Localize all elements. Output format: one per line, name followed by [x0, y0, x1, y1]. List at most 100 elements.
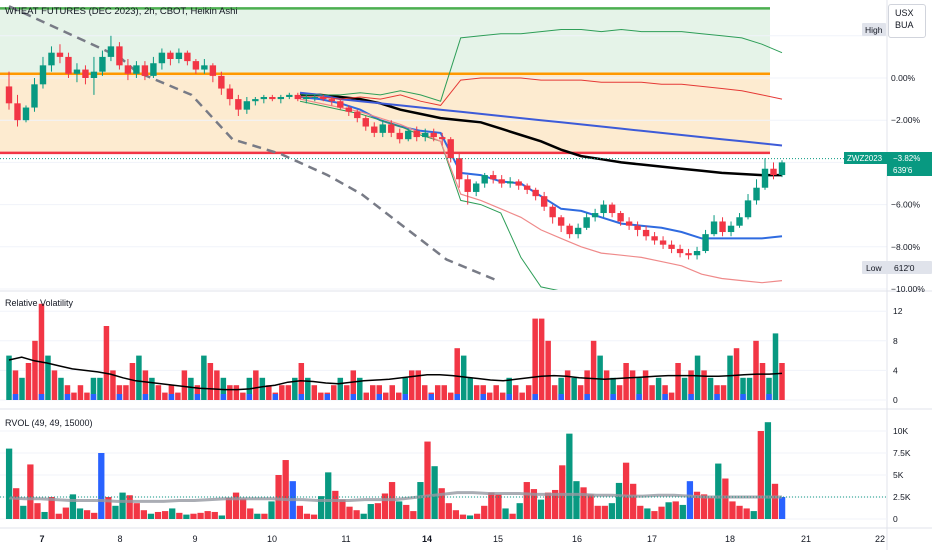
high-label: High [862, 23, 886, 36]
relvol-bar [655, 377, 662, 400]
rvol-bar [700, 494, 708, 519]
candle-body [557, 217, 565, 226]
relvol-bar [233, 385, 240, 400]
relvol-bar [506, 377, 512, 400]
relvol-bar [675, 363, 681, 400]
candle-body [243, 101, 251, 110]
relvol-baseline-bar [454, 394, 460, 400]
relvol-bar [149, 377, 155, 400]
candle-body [472, 183, 480, 192]
relative-volatility-pane[interactable] [0, 303, 887, 401]
time-axis[interactable]: 7 8 9 10 11 14 15 16 17 18 21 22 [39, 534, 885, 544]
relvol-tick-label: 0 [893, 395, 898, 405]
price-axis[interactable]: 0.00%−2.00%−4.00%−6.00%−8.00%−10.00% [891, 73, 925, 294]
currency-unit-badge[interactable]: USX BUA [888, 4, 926, 38]
rvol-bar [303, 513, 311, 519]
relvol-baseline-bar [584, 394, 590, 400]
candle-body [506, 181, 514, 184]
candle-body [371, 126, 378, 133]
rvol-bar [431, 466, 438, 519]
relvol-bar [746, 377, 753, 400]
relvol-bar [727, 355, 733, 400]
price-pane[interactable] [0, 5, 887, 291]
candle-body [719, 221, 726, 233]
rvol-bar [630, 483, 637, 519]
candle-body [676, 248, 684, 254]
relvol-bar [623, 363, 629, 400]
relvol-pane-title: Relative Volatility [5, 298, 74, 308]
candle-body [294, 94, 302, 100]
relvol-bar [603, 370, 610, 400]
relvol-baseline-bar [376, 394, 383, 400]
relvol-baseline-bar [272, 394, 279, 400]
rvol-bar [105, 497, 112, 519]
relvol-bar [357, 377, 363, 400]
price-tick-label: −6.00% [891, 200, 921, 210]
rvol-axis[interactable]: 10K 7.5K 5K 2.5K 0 [893, 426, 911, 524]
rvol-bar [346, 506, 353, 519]
candle-body [150, 63, 157, 76]
rvol-bar [637, 505, 644, 519]
candle-body [532, 189, 539, 197]
candle-body [269, 96, 276, 100]
relvol-bar [227, 385, 233, 400]
rvol-bar [594, 505, 601, 519]
chart-title: WHEAT FUTURES (DEC 2023), 2h, CBOT, Heik… [5, 6, 237, 17]
relvol-baseline-bar [246, 394, 253, 400]
rvol-tick-label: 7.5K [893, 448, 911, 458]
candle-body [439, 137, 446, 140]
rvol-bar [98, 453, 105, 519]
rvol-bar [474, 513, 481, 519]
rvol-bar [5, 448, 13, 519]
rvol-bar [424, 441, 431, 519]
candle-body [82, 69, 89, 78]
price-tick-label: −10.00% [891, 284, 925, 294]
rvol-bar [573, 481, 580, 519]
candle-body [311, 96, 319, 98]
relvol-bar [447, 392, 454, 400]
candle-body [447, 139, 454, 159]
rvol-bar [48, 497, 55, 519]
rvol-bar [211, 511, 218, 519]
rvol-pane[interactable] [0, 422, 887, 520]
relvol-baseline-bar [480, 394, 486, 400]
time-tick-label: 9 [192, 534, 197, 544]
candle-body [175, 52, 183, 60]
candle-body [668, 244, 675, 249]
candle-body [31, 84, 38, 108]
candle-body [184, 52, 191, 62]
price-tick-label: 0.00% [891, 73, 916, 83]
orange-zone [0, 73, 770, 153]
rvol-bar [615, 482, 623, 519]
relvol-axis[interactable]: 12 8 4 0 [893, 306, 903, 405]
candle-body [107, 46, 115, 57]
rvol-bar [190, 513, 197, 519]
candle-body [422, 132, 429, 138]
candle-body [625, 221, 633, 226]
rvol-bar [13, 488, 20, 519]
relvol-bar [649, 385, 655, 400]
relvol-bar [571, 377, 577, 400]
last-price-label: ZWZ2023 −3.82% 639'6 [844, 152, 932, 176]
relvol-baseline-bar [12, 394, 19, 400]
upper-blue-line [299, 91, 783, 147]
candle-body [124, 65, 132, 74]
time-tick-label: 7 [39, 534, 44, 544]
relvol-bar [201, 355, 207, 400]
relvol-bar [318, 392, 324, 400]
rvol-bar [247, 508, 254, 519]
relvol-bar [311, 385, 318, 400]
relvol-bar [214, 370, 220, 400]
price-gridlines [0, 35, 887, 290]
relvol-bar [12, 370, 19, 400]
relvol-baseline-bar [428, 394, 434, 400]
rvol-bar [466, 515, 474, 519]
relvol-baseline-bar [766, 394, 772, 400]
rvol-bar [708, 497, 715, 519]
candle-body [286, 94, 293, 97]
relvol-tick-label: 12 [893, 306, 903, 316]
relvol-baseline-bar [506, 394, 512, 400]
relvol-baseline-bar [688, 394, 694, 400]
rvol-bar [459, 514, 467, 519]
rvol-bar [452, 510, 460, 519]
